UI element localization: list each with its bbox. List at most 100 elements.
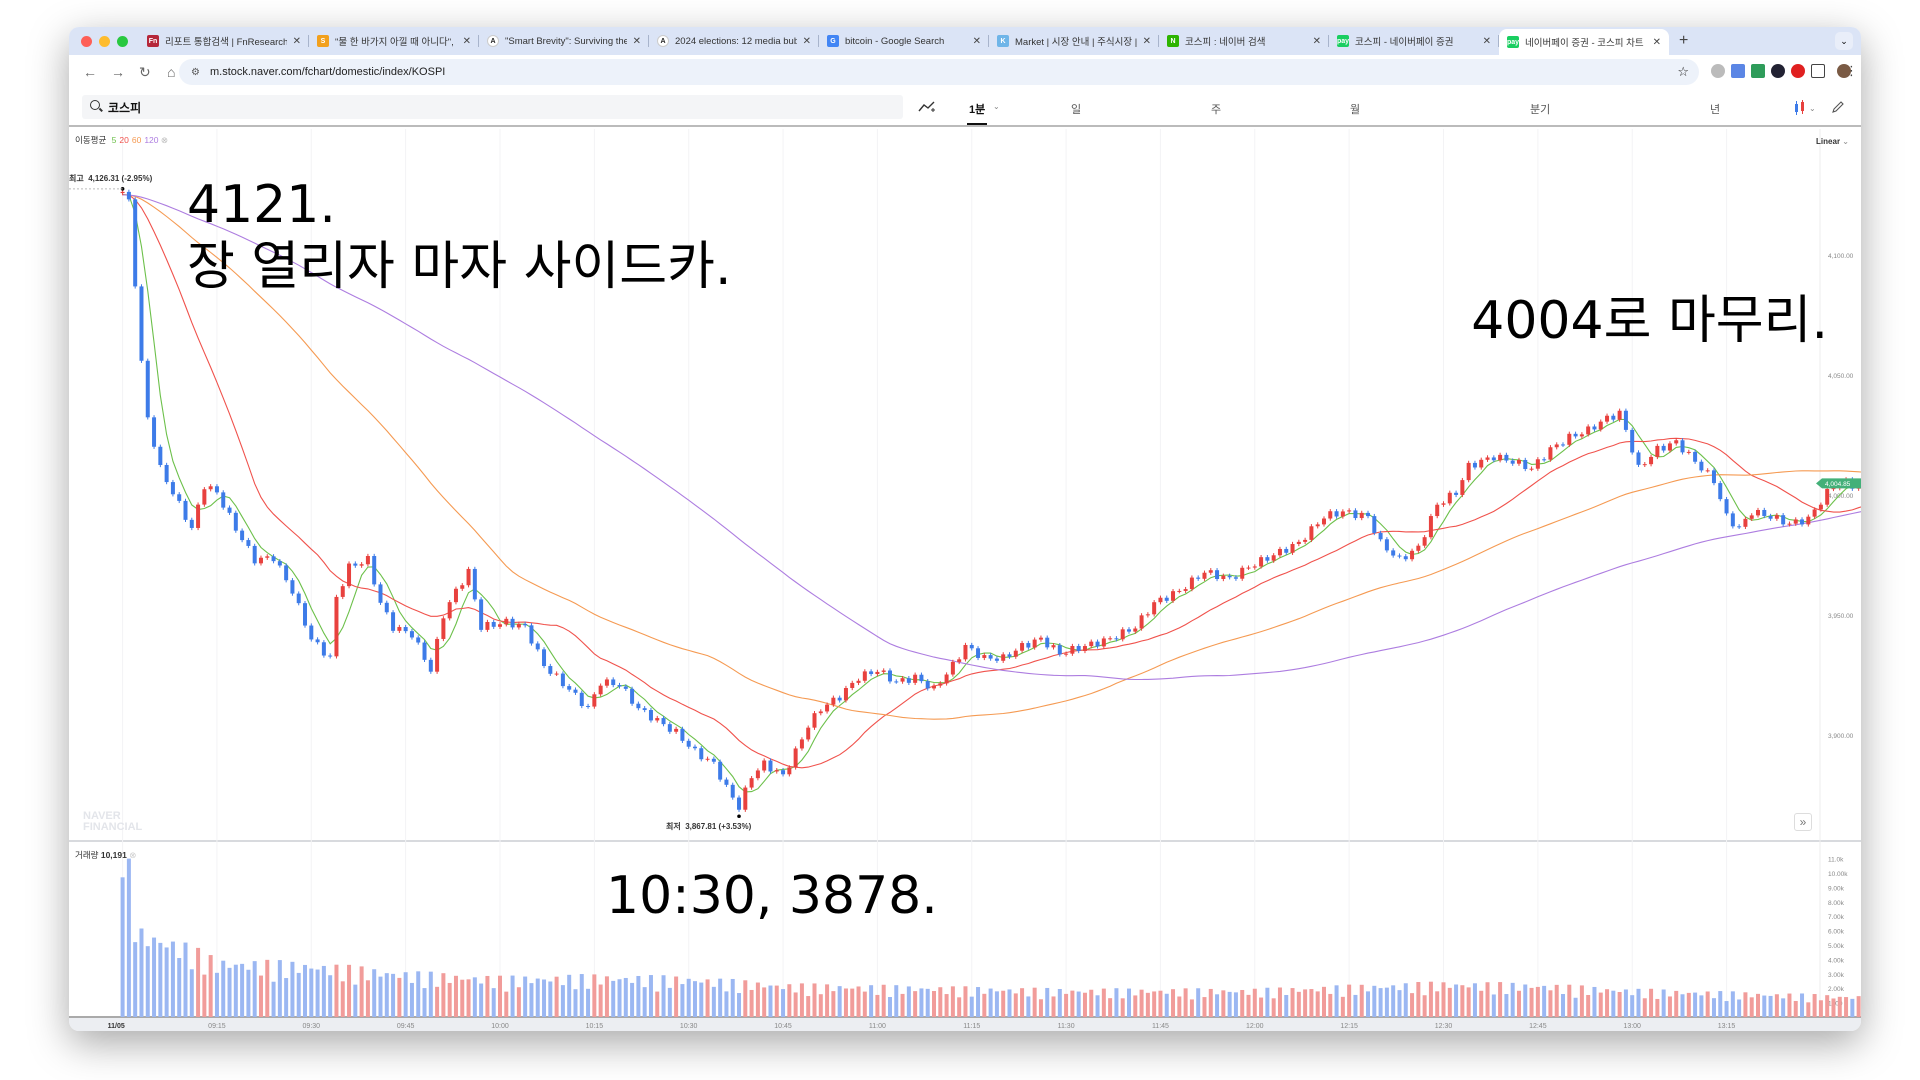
scroll-to-latest-button[interactable]: » (1794, 813, 1812, 831)
volume-bar (1447, 987, 1452, 1017)
tab-close-icon[interactable]: ✕ (1142, 35, 1151, 47)
volume-bar (1366, 991, 1371, 1017)
candle-body (523, 623, 528, 626)
volume-bar (252, 961, 257, 1017)
tab[interactable]: A 2024 elections: 12 media bub ✕ (649, 27, 819, 55)
chart-type-candle-icon[interactable]: ⌄ (1793, 100, 1817, 116)
candle-body (535, 643, 540, 650)
profile-avatar[interactable] (1837, 64, 1851, 78)
period-tab[interactable]: 년 (1710, 104, 1721, 116)
volume-bar (1321, 986, 1326, 1017)
scale-mode-value[interactable]: Linear (1816, 137, 1841, 146)
search-value[interactable]: 코스피 (108, 100, 142, 115)
tab[interactable]: Fn 리포트 통합검색 | FnResearch | F ✕ (139, 27, 309, 55)
tab[interactable]: N 코스피 : 네이버 검색 ✕ (1159, 27, 1329, 55)
close-window-button[interactable] (81, 35, 92, 47)
minimize-window-button[interactable] (99, 35, 110, 47)
volume-bar (328, 975, 333, 1017)
naver-financial-watermark: NAVER FINANCIAL (83, 810, 143, 833)
candle-body (781, 770, 786, 775)
candle-body (793, 748, 798, 768)
forward-icon[interactable]: → (111, 64, 125, 80)
scale-mode-select[interactable]: Linear ⌄ (1816, 137, 1849, 146)
volume-bar (894, 985, 899, 1017)
candle-body (843, 688, 848, 701)
volume-bar (1774, 994, 1779, 1017)
volume-bar (466, 979, 471, 1017)
tab-close-icon[interactable]: ✕ (292, 35, 301, 47)
tab-close-icon[interactable]: ✕ (802, 35, 811, 47)
volume-bar (1340, 996, 1345, 1017)
extension-record-icon[interactable] (1751, 64, 1765, 78)
interval-chevron-icon[interactable]: ⌄ (993, 102, 1000, 111)
ma-legend-period[interactable]: 5 (111, 135, 117, 145)
extension-shield-icon[interactable] (1771, 64, 1785, 78)
ma-legend-close-icon[interactable]: ⊗ (160, 135, 169, 145)
volume-bar (177, 958, 182, 1017)
tab-favicon-icon: G (827, 35, 839, 47)
home-icon[interactable]: ⌂ (167, 64, 176, 80)
candle-body (277, 561, 282, 566)
candle-body (1800, 519, 1805, 525)
maximize-window-button[interactable] (117, 35, 128, 47)
annotation-open-price: 4121. (187, 175, 336, 235)
volume-bar (1152, 991, 1157, 1017)
tab-search-chevron-icon[interactable]: ⌄ (1835, 32, 1853, 50)
volume-bar (705, 979, 710, 1017)
period-tab[interactable]: 분기 (1530, 104, 1551, 116)
period-tab[interactable]: 주 (1211, 104, 1222, 116)
extension-globe-icon[interactable] (1711, 64, 1725, 78)
extension-red-icon[interactable] (1791, 64, 1805, 78)
draw-pencil-icon[interactable] (1831, 100, 1845, 114)
search-input[interactable]: 코스피 (82, 95, 903, 119)
ma-legend-period[interactable]: 120 (144, 135, 159, 145)
tab[interactable]: pay 코스피 - 네이버페이 증권 ✕ (1329, 27, 1499, 55)
volume-bar (347, 964, 352, 1017)
volume-bar (1586, 994, 1591, 1017)
tab-close-icon[interactable]: ✕ (1652, 36, 1661, 48)
period-tab[interactable]: 1분 (966, 101, 988, 125)
volume-bar (1032, 987, 1037, 1017)
tab-close-icon[interactable]: ✕ (1312, 35, 1321, 47)
volume-bar (277, 960, 282, 1017)
candle-body (1284, 548, 1289, 553)
volume-bar (1428, 981, 1433, 1017)
volume-bar (957, 997, 962, 1017)
ma-legend-period[interactable]: 60 (131, 135, 142, 145)
indicator-trend-icon[interactable] (918, 100, 936, 114)
reload-icon[interactable]: ↻ (139, 63, 151, 80)
volume-bar (586, 988, 591, 1017)
tab-close-icon[interactable]: ✕ (1482, 35, 1491, 47)
extension-translate-icon[interactable] (1731, 64, 1745, 78)
back-icon[interactable]: ← (83, 64, 97, 80)
tab[interactable]: pay 네이버페이 증권 - 코스피 차트 ✕ (1499, 29, 1669, 55)
address-row: ← → ↻ ⌂ ⚙ m.stock.naver.com/fchart/domes… (69, 55, 1861, 89)
tab[interactable]: A "Smart Brevity": Surviving the ✕ (479, 27, 649, 55)
x-tick-label: 10:30 (680, 1023, 698, 1030)
bookmark-star-icon[interactable]: ☆ (1677, 64, 1689, 79)
volume-bar (447, 982, 452, 1017)
tab-close-icon[interactable]: ✕ (632, 35, 641, 47)
y-tick-label: 4,100.00 (1828, 253, 1854, 260)
period-tab[interactable]: 일 (1071, 104, 1082, 116)
price-chart[interactable]: 11/05 09:15 09:30 09:45 10:00 10:15 10:30 10:45… (69, 27, 1861, 1031)
tab-close-icon[interactable]: ✕ (972, 35, 981, 47)
browser-menu-icon[interactable]: ⋮ (1845, 63, 1858, 78)
ma-legend-period[interactable]: 20 (119, 135, 129, 145)
address-bar[interactable]: ⚙ m.stock.naver.com/fchart/domestic/inde… (179, 59, 1699, 85)
volume-bar (1020, 988, 1025, 1017)
x-tick-label: 09:15 (208, 1023, 226, 1030)
new-tab-button[interactable]: + (1679, 32, 1689, 49)
x-tick-label: 12:15 (1340, 1023, 1358, 1030)
tab[interactable]: S "물 한 바가지 아낄 때 아니다", 박 ✕ (309, 27, 479, 55)
url-text[interactable]: m.stock.naver.com/fchart/domestic/index/… (209, 66, 446, 78)
site-settings-icon[interactable]: ⚙ (191, 66, 200, 78)
volume-bar (271, 981, 276, 1017)
extensions-puzzle-icon[interactable] (1811, 64, 1825, 78)
volume-tick-label: 7.00k (1828, 914, 1845, 921)
tab-close-icon[interactable]: ✕ (462, 35, 471, 47)
period-tab[interactable]: 월 (1350, 104, 1361, 116)
svg-text:⌄: ⌄ (1809, 104, 1816, 113)
tab[interactable]: K Market | 시장 안내 | 주식시장 | 유 ✕ (989, 27, 1159, 55)
